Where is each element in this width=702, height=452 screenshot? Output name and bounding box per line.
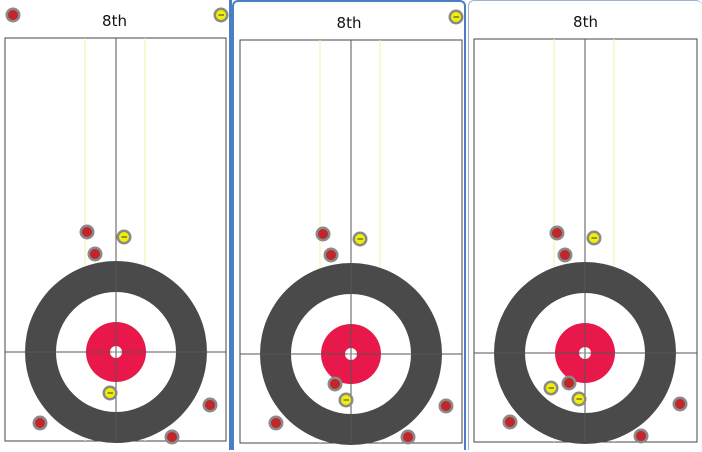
end-label: 8th: [102, 12, 127, 30]
red-stone[interactable]: [438, 398, 454, 414]
stone-body: [560, 250, 570, 260]
stone-body: [205, 400, 215, 410]
curling-sheet[interactable]: [234, 2, 468, 452]
red-stone[interactable]: [502, 414, 518, 430]
stone-body: [326, 250, 336, 260]
red-stone[interactable]: [268, 415, 284, 431]
yellow-stone[interactable]: [543, 380, 559, 396]
red-hammer-icon[interactable]: [5, 7, 21, 23]
red-stone[interactable]: [557, 247, 573, 263]
stone-body: [552, 228, 562, 238]
yellow-stone[interactable]: [116, 229, 132, 245]
red-stone[interactable]: [323, 247, 339, 263]
end-label: 8th: [573, 13, 598, 31]
stone-body: [441, 401, 451, 411]
sheet-panel-1[interactable]: 8th: [0, 0, 232, 450]
yellow-stone[interactable]: [352, 231, 368, 247]
red-stone[interactable]: [633, 428, 649, 444]
stone-body: [318, 229, 328, 239]
yellow-stone[interactable]: [338, 392, 354, 408]
red-stone[interactable]: [327, 376, 343, 392]
stone-body: [505, 417, 515, 427]
red-stone[interactable]: [672, 396, 688, 412]
stone-body: [82, 227, 92, 237]
stone-body: [675, 399, 685, 409]
end-label: 8th: [336, 14, 362, 32]
red-stone[interactable]: [549, 225, 565, 241]
red-stone[interactable]: [561, 375, 577, 391]
stone-body: [167, 432, 177, 442]
red-stone[interactable]: [79, 224, 95, 240]
stone-body: [271, 418, 281, 428]
curling-sheet[interactable]: [0, 0, 232, 450]
sheet-panel-3[interactable]: 8th: [468, 0, 702, 450]
yellow-stone[interactable]: [102, 385, 118, 401]
yellow-stone[interactable]: [586, 230, 602, 246]
stone-body: [403, 432, 413, 442]
red-stone[interactable]: [164, 429, 180, 445]
curling-sheet[interactable]: [469, 1, 702, 451]
stone-body: [8, 10, 18, 20]
stone-body: [636, 431, 646, 441]
red-stone[interactable]: [87, 246, 103, 262]
red-stone[interactable]: [202, 397, 218, 413]
yellow-hammer-icon[interactable]: [213, 7, 229, 23]
red-stone[interactable]: [400, 429, 416, 445]
stone-body: [564, 378, 574, 388]
yellow-stone[interactable]: [571, 391, 587, 407]
red-stone[interactable]: [32, 415, 48, 431]
red-stone[interactable]: [315, 226, 331, 242]
sheet-panel-2[interactable]: 8th: [232, 0, 466, 450]
stone-body: [90, 249, 100, 259]
stone-body: [35, 418, 45, 428]
stone-body: [330, 379, 340, 389]
yellow-hammer-icon[interactable]: [448, 9, 464, 25]
